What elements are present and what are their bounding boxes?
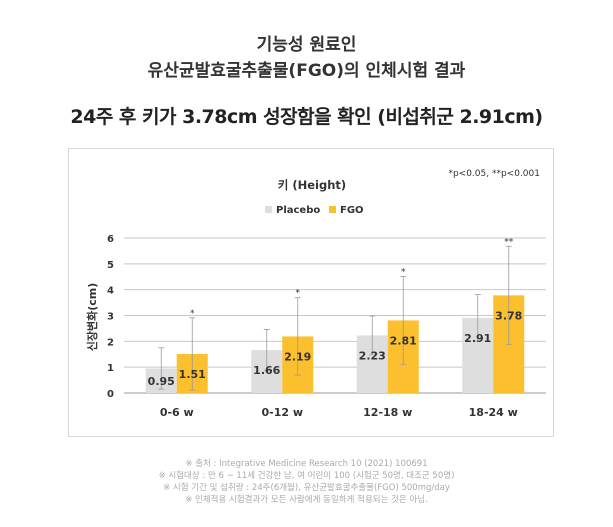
footnote-source: ※ 출처 : Integrative Medicine Research 10 … (185, 459, 428, 469)
significance-mark: * (296, 289, 301, 299)
data-label-placebo: 1.66 (253, 364, 280, 377)
x-tick-label: 0-12 w (261, 406, 303, 419)
legend-swatch-fgo (329, 206, 336, 213)
chart-title: 키 (Height) (278, 178, 346, 192)
legend: Placebo FGO (265, 205, 364, 216)
significance-note: *p<0.05, **p<0.001 (448, 169, 540, 179)
footnote-subjects: ※ 시험대상 : 만 6 ~ 11세 건강한 남, 여 어린이 100 (시험군… (158, 471, 455, 481)
y-tick-label: 6 (107, 234, 114, 245)
y-tick-label: 5 (107, 260, 114, 271)
data-label-placebo: 0.95 (148, 375, 175, 388)
page-title-line2: 유산균발효굴추출물(FGO)의 인체시험 결과 (147, 61, 466, 81)
significance-mark: ** (504, 237, 514, 247)
x-tick-label: 18-24 w (469, 406, 518, 419)
y-tick-label: 0 (107, 389, 114, 400)
y-tick-label: 1 (107, 363, 114, 374)
legend-swatch-placebo (265, 206, 272, 213)
y-tick-label: 2 (107, 337, 114, 348)
y-tick-label: 4 (107, 286, 114, 297)
legend-label-fgo: FGO (340, 205, 364, 216)
footnote-period: ※ 시험 기간 및 섭취량 : 24주(6개월), 유산균발효굴추출물(FGO)… (163, 483, 450, 493)
data-label-placebo: 2.23 (359, 349, 386, 362)
page-title-line1: 기능성 원료인 (256, 35, 357, 55)
legend-label-placebo: Placebo (276, 205, 320, 216)
axis-labels: 0 1 2 3 4 5 6 0-6 w 0-12 w 12-18 w 18-24 w (107, 234, 518, 419)
data-label-fgo: 3.78 (495, 309, 522, 322)
x-tick-label: 12-18 w (363, 406, 412, 419)
y-tick-label: 3 (107, 312, 114, 323)
headline: 24주 후 키가 3.78cm 성장함을 확인 (비섭취군 2.91cm) (70, 106, 543, 128)
data-label-fgo: 2.19 (284, 350, 311, 363)
data-label-fgo: 2.81 (390, 334, 417, 347)
bars: 0.95 1.51 * 1.66 2.19 * 2.23 2.81 * 2.91 3.78 ** (145, 237, 525, 393)
significance-mark: * (401, 267, 406, 277)
y-axis-label: 신장변화(cm) (85, 283, 99, 352)
x-tick-label: 0-6 w (160, 406, 194, 419)
data-label-fgo: 1.51 (179, 368, 206, 381)
footnote-disclaimer: ※ 인체적용 시험결과가 모든 사람에게 동일하게 적용되는 것은 아님. (185, 495, 428, 505)
significance-mark: * (190, 309, 195, 319)
data-label-placebo: 2.91 (464, 332, 491, 345)
